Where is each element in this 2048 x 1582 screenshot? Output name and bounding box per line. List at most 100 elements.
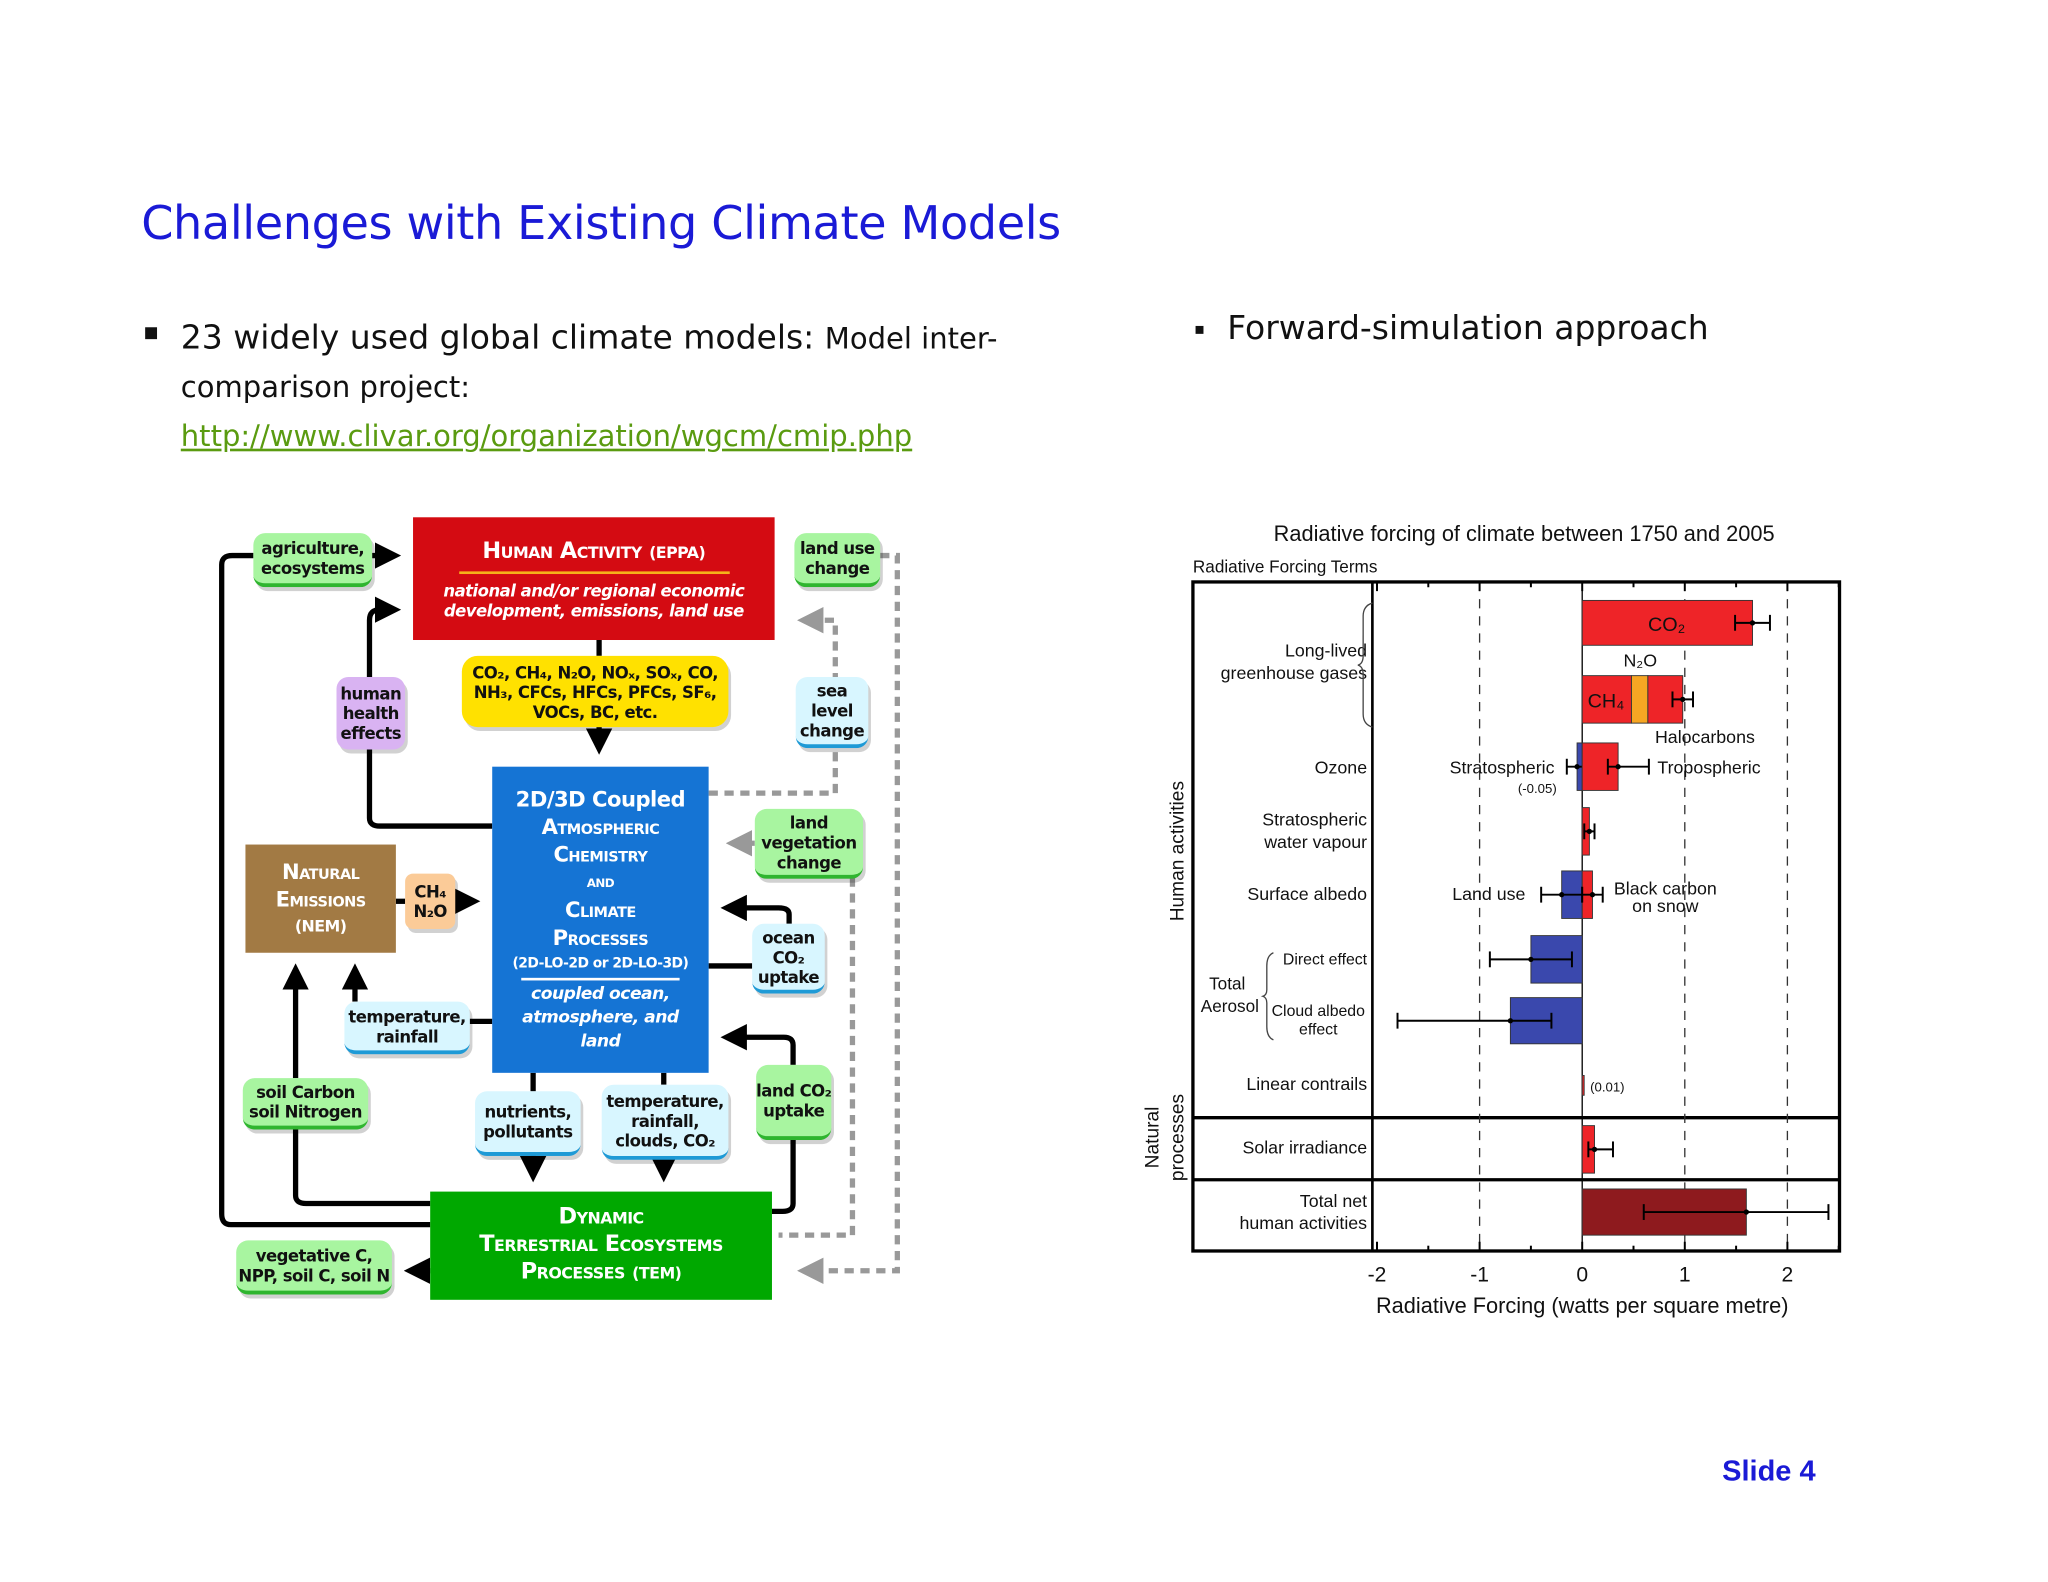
chart-title: Radiative forcing of climate between 175…: [1274, 521, 1775, 546]
row-label: water vapour: [1263, 832, 1367, 852]
error-center: [1528, 956, 1534, 962]
bullet-tail-text: Model inter-comparison project:: [180, 323, 998, 406]
coupled-l5: Climate: [564, 897, 636, 923]
label-stratospheric-value: (-0.05): [1518, 781, 1557, 796]
bar-linear-contrails: [1581, 1075, 1585, 1096]
tem-l2: Terrestrial Ecosystems: [479, 1231, 723, 1258]
human-activity-box: Human Activity (EPPA) national and/or re…: [413, 517, 775, 641]
row-label: Surface albedo: [1247, 884, 1367, 904]
label-halocarbons: Halocarbons: [1655, 727, 1755, 747]
ocean-co2-box: ocean CO₂ uptake: [752, 923, 825, 994]
label-contrails-value: (0.01): [1590, 1079, 1624, 1094]
error-center: [1559, 892, 1565, 898]
row-label: Solar irradiance: [1242, 1137, 1367, 1157]
nem-l2: Emissions: [275, 886, 367, 912]
error-center: [1680, 696, 1686, 703]
x-tick-label: 0: [1576, 1263, 1588, 1286]
human-activity-subtitle: national and/or regional economic develo…: [443, 579, 745, 620]
slide-number: Slide 4: [1722, 1454, 1816, 1488]
bullet-text: Forward-simulation approach: [1227, 308, 1709, 348]
tem-tag: (TEM): [632, 1264, 682, 1283]
x-tick-label: 1: [1679, 1263, 1691, 1286]
natural-emissions-box: Natural Emissions (NEM): [245, 844, 396, 953]
row-label: Stratospheric: [1262, 809, 1367, 829]
coupled-l8: coupled ocean, atmosphere, and land: [522, 984, 679, 1052]
row-label: greenhouse gases: [1221, 663, 1368, 683]
error-center: [1743, 1209, 1749, 1215]
row-header: Radiative Forcing Terms: [1193, 557, 1378, 577]
group-label-human: Human activities: [1168, 781, 1189, 921]
x-axis-label: Radiative Forcing (watts per square metr…: [1376, 1293, 1789, 1318]
human-health-box: human health effects: [336, 676, 406, 750]
error-center: [1591, 1146, 1598, 1153]
slide-title: Challenges with Existing Climate Models: [141, 197, 1061, 251]
bar-n2o: [1630, 675, 1649, 724]
coupled-l6: Processes: [552, 925, 649, 951]
nutrients-box: nutrients, pollutants: [475, 1091, 581, 1156]
group-label-natural: Natural: [1143, 1107, 1164, 1169]
agriculture-box: agriculture, ecosystems: [253, 533, 373, 588]
label-co2: CO₂: [1648, 614, 1685, 636]
bullet-main-text: 23 widely used global climate models:: [180, 318, 815, 357]
coupled-l1: 2D/3D Coupled: [515, 786, 686, 812]
x-tick-label: -2: [1368, 1263, 1387, 1286]
tem-l3: Processes: [520, 1258, 626, 1286]
bullet-square-icon: [145, 327, 158, 340]
emissions-box: CO₂, CH₄, N₂O, NOₓ, SOₓ, CO, NH₃, CFCs, …: [461, 655, 729, 728]
bar-ch4: [1581, 675, 1632, 724]
bullet-models: 23 widely used global climate models: Mo…: [145, 314, 1029, 460]
coupled-processes-box: 2D/3D Coupled Atmospheric Chemistry and …: [492, 766, 709, 1073]
error-center: [1589, 892, 1596, 898]
row-label: human activities: [1239, 1213, 1367, 1233]
coupled-l7: (2D-LO-2D or 2D-LO-3D): [512, 955, 689, 972]
cmip-link[interactable]: http://www.clivar.org/organization/wgcm/…: [180, 420, 913, 454]
nem-l1: Natural: [281, 858, 360, 884]
land-co2-box: land CO₂ uptake: [756, 1064, 832, 1141]
group-label-natural: processes: [1168, 1094, 1189, 1181]
divider: [521, 977, 680, 981]
error-center: [1586, 828, 1593, 834]
eppa-tag: (EPPA): [649, 543, 706, 562]
row-label: Cloud albedo: [1272, 1003, 1365, 1020]
x-tick-label: 2: [1782, 1263, 1794, 1286]
label-stratospheric-ozone: Stratospheric: [1450, 757, 1555, 777]
label-black-carbon: on snow: [1632, 896, 1698, 916]
land-vegetation-box: land vegetation change: [754, 808, 864, 879]
coupled-l4: and: [586, 872, 615, 893]
radiative-forcing-chart: -2 -1 0 1 2 Radiative Forcing (watts per squa…: [1143, 521, 1842, 1318]
row-label: Linear contrails: [1246, 1074, 1367, 1094]
aerosol-group-label: Aerosol: [1201, 996, 1259, 1016]
solid-connectors: [219, 542, 796, 1284]
land-use-change-box: land use change: [794, 533, 881, 588]
label-ch4: CH₄: [1588, 690, 1625, 712]
error-center: [1574, 764, 1580, 770]
brace: [1357, 602, 1373, 728]
row-label: Ozone: [1315, 757, 1368, 777]
temperature-rainfall-box: temperature, rainfall: [344, 1001, 470, 1055]
coupled-l2: Atmospheric: [541, 814, 660, 840]
brace: [1260, 952, 1274, 1041]
sea-level-box: sea level change: [795, 676, 869, 749]
ch4-n2o-box: CH₄ N₂O: [405, 873, 456, 929]
soil-box: soil Carbon soil Nitrogen: [242, 1078, 369, 1130]
vegetative-box: vegetative C, NPP, soil C, soil N: [236, 1240, 392, 1295]
nem-l3: (NEM): [294, 916, 347, 935]
bullet-forward-simulation: Forward-simulation approach: [1195, 308, 1709, 348]
error-center: [1507, 1018, 1514, 1024]
label-n2o: N₂O: [1623, 650, 1657, 670]
coupled-l3: Chemistry: [553, 841, 648, 867]
dashed-connectors: [708, 552, 900, 1284]
bar-co2: [1581, 599, 1753, 646]
row-label: Long-lived: [1285, 641, 1367, 661]
terrestrial-ecosystems-box: Dynamic Terrestrial Ecosystems Processes…: [430, 1191, 772, 1300]
x-tick-label: -1: [1470, 1263, 1489, 1286]
label-land-use: Land use: [1452, 884, 1525, 904]
temperature-rainfall-clouds-box: temperature, rainfall, clouds, CO₂: [601, 1084, 729, 1160]
bullet-square-icon: [1195, 325, 1204, 334]
row-label: Total net: [1300, 1191, 1367, 1211]
divider: [458, 570, 730, 574]
row-label: Direct effect: [1283, 952, 1368, 969]
aerosol-group-label: Total: [1209, 974, 1245, 994]
